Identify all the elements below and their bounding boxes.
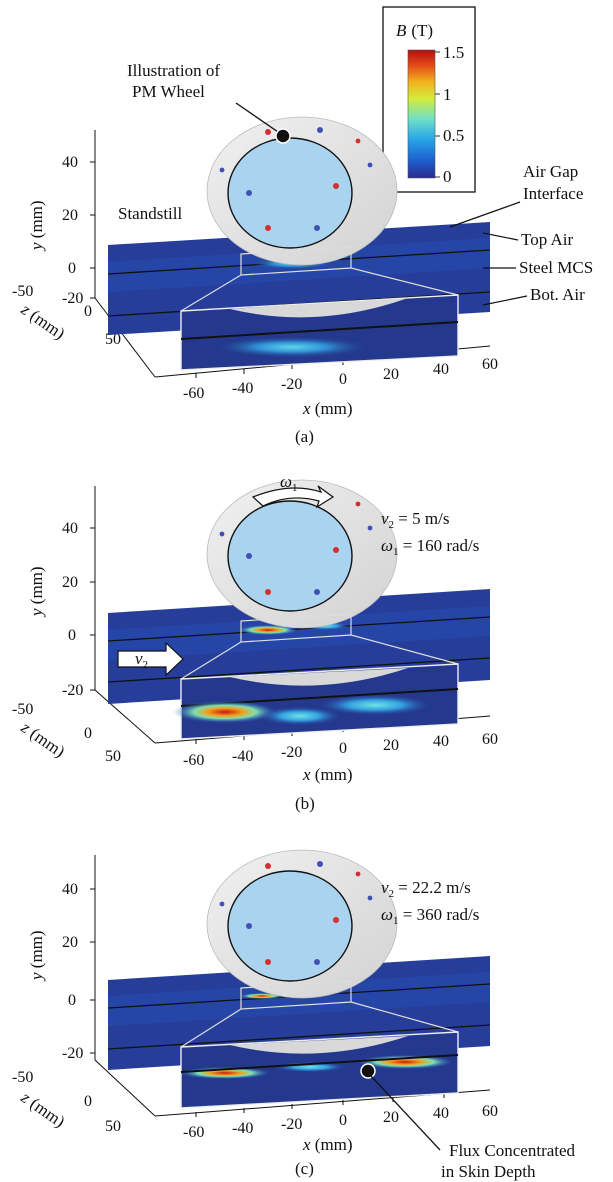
colorbar-tick: 0	[443, 167, 452, 186]
z-axis-label: z (mm)	[17, 1087, 69, 1131]
x-tick: -20	[281, 376, 302, 393]
pm-wheel	[206, 116, 398, 266]
inset-interface-line	[180, 321, 459, 340]
x-tick: -40	[232, 380, 253, 397]
y-axis-label: y (mm)	[27, 566, 46, 618]
y-tick: 20	[62, 574, 78, 591]
x-tick: 60	[482, 1103, 498, 1120]
x-tick: 0	[339, 740, 347, 757]
x-tick: 40	[433, 733, 449, 750]
callout-dot	[360, 1063, 376, 1079]
colorbar-title: B (T)	[396, 21, 433, 40]
x-tick: -20	[281, 1116, 302, 1133]
y-axis-label: y (mm)	[27, 200, 46, 252]
x-tick: -60	[183, 385, 204, 402]
x-tick: -40	[232, 1120, 253, 1137]
y-tick: 20	[62, 934, 78, 951]
y-tick: -20	[62, 1045, 83, 1062]
x-tick: 20	[383, 366, 399, 383]
steel-bottom-line	[107, 1024, 491, 1050]
caption-c: (c)	[295, 1159, 314, 1178]
pm-wheel	[206, 479, 398, 629]
y-tick: 40	[62, 520, 78, 537]
y-tick: 0	[68, 260, 76, 277]
v-arrow-label: v2	[135, 649, 148, 671]
y-tick: 20	[62, 207, 78, 224]
x-tick: 60	[482, 356, 498, 373]
rotation-arrow	[251, 485, 335, 509]
x-tick: -60	[183, 1124, 204, 1141]
air-gap-label-line2: Interface	[523, 184, 583, 203]
callout-dot	[275, 128, 291, 144]
colorbar-scale	[407, 49, 436, 179]
steel-label: Steel MCS	[519, 258, 593, 277]
v2-value: v2 = 5 m/s	[381, 509, 449, 531]
flux-callout-line2: in Skin Depth	[441, 1162, 536, 1181]
steel-bottom-line	[107, 657, 491, 683]
y-axis-label: y (mm)	[27, 930, 46, 982]
top-air-label: Top Air	[521, 230, 574, 249]
pm-wheel	[206, 849, 398, 999]
air-gap-interface-line	[107, 616, 491, 642]
z-tick: -50	[12, 1069, 33, 1086]
wheel-hub	[227, 500, 353, 612]
panel-c: 40 20 0 -20 y (mm) -50 0 50 z (mm) -60 -…	[12, 849, 576, 1181]
bot-air-label: Bot. Air	[530, 285, 585, 304]
x-tick: 0	[339, 371, 347, 388]
air-gap-label-line1: Air Gap	[523, 162, 578, 181]
x-tick: -60	[183, 752, 204, 769]
z-axis	[94, 297, 156, 378]
y-tick: 40	[62, 881, 78, 898]
z-tick: 50	[105, 331, 121, 348]
x-tick: 40	[433, 1105, 449, 1122]
y-tick: -20	[62, 290, 83, 307]
z-axis	[94, 689, 156, 744]
panel-b: 40 20 0 -20 y (mm) -50 0 50 z (mm) -60 -…	[12, 472, 498, 813]
x-tick: 20	[383, 737, 399, 754]
z-tick: -50	[12, 283, 33, 300]
x-tick: 40	[433, 361, 449, 378]
panel-a: 40 20 0 -20 y (mm) -50 0 50 z (mm) -60 -…	[12, 61, 593, 446]
y-tick: 0	[68, 992, 76, 1009]
omega1-value: ω1 = 360 rad/s	[381, 905, 479, 927]
caption-a: (a)	[295, 427, 314, 446]
z-tick: 50	[105, 1118, 121, 1135]
x-axis-label: x (mm)	[302, 1135, 353, 1154]
y-tick: 0	[68, 627, 76, 644]
z-tick: -50	[12, 701, 33, 718]
x-axis-label: x (mm)	[302, 399, 353, 418]
wheel-hub	[227, 870, 353, 982]
z-tick: 50	[105, 748, 121, 765]
z-axis-label: z (mm)	[17, 299, 69, 343]
wheel-callout-line1: Illustration of	[127, 61, 220, 80]
z-tick: 0	[84, 303, 92, 320]
colorbar: B (T) 1.5 1 0.5 0	[382, 6, 476, 193]
x-tick: -40	[232, 748, 253, 765]
omega-label: ω1	[280, 472, 298, 494]
z-axis	[94, 1059, 156, 1117]
inset-interface-line	[180, 1054, 459, 1073]
flux-callout-line1: Flux Concentrated	[449, 1141, 576, 1160]
x-tick: -20	[281, 744, 302, 761]
x-tick: 60	[482, 731, 498, 748]
velocity-arrow	[117, 641, 184, 677]
colorbar-tick: 1.5	[443, 43, 464, 62]
y-tick: 40	[62, 154, 78, 171]
colorbar-tick: 1	[443, 85, 452, 104]
x-tick: 20	[383, 1109, 399, 1126]
x-tick: 0	[339, 1112, 347, 1129]
z-axis-label: z (mm)	[17, 717, 69, 761]
y-tick: -20	[62, 682, 83, 699]
caption-b: (b)	[295, 794, 315, 813]
z-tick: 0	[84, 1093, 92, 1110]
x-axis-label: x (mm)	[302, 765, 353, 784]
state-label: Standstill	[118, 204, 183, 223]
v2-value: v2 = 22.2 m/s	[381, 878, 471, 900]
colorbar-tick: 0.5	[443, 126, 464, 145]
z-tick: 0	[84, 725, 92, 742]
wheel-callout-line2: PM Wheel	[132, 82, 205, 101]
omega1-value: ω1 = 160 rad/s	[381, 536, 479, 558]
